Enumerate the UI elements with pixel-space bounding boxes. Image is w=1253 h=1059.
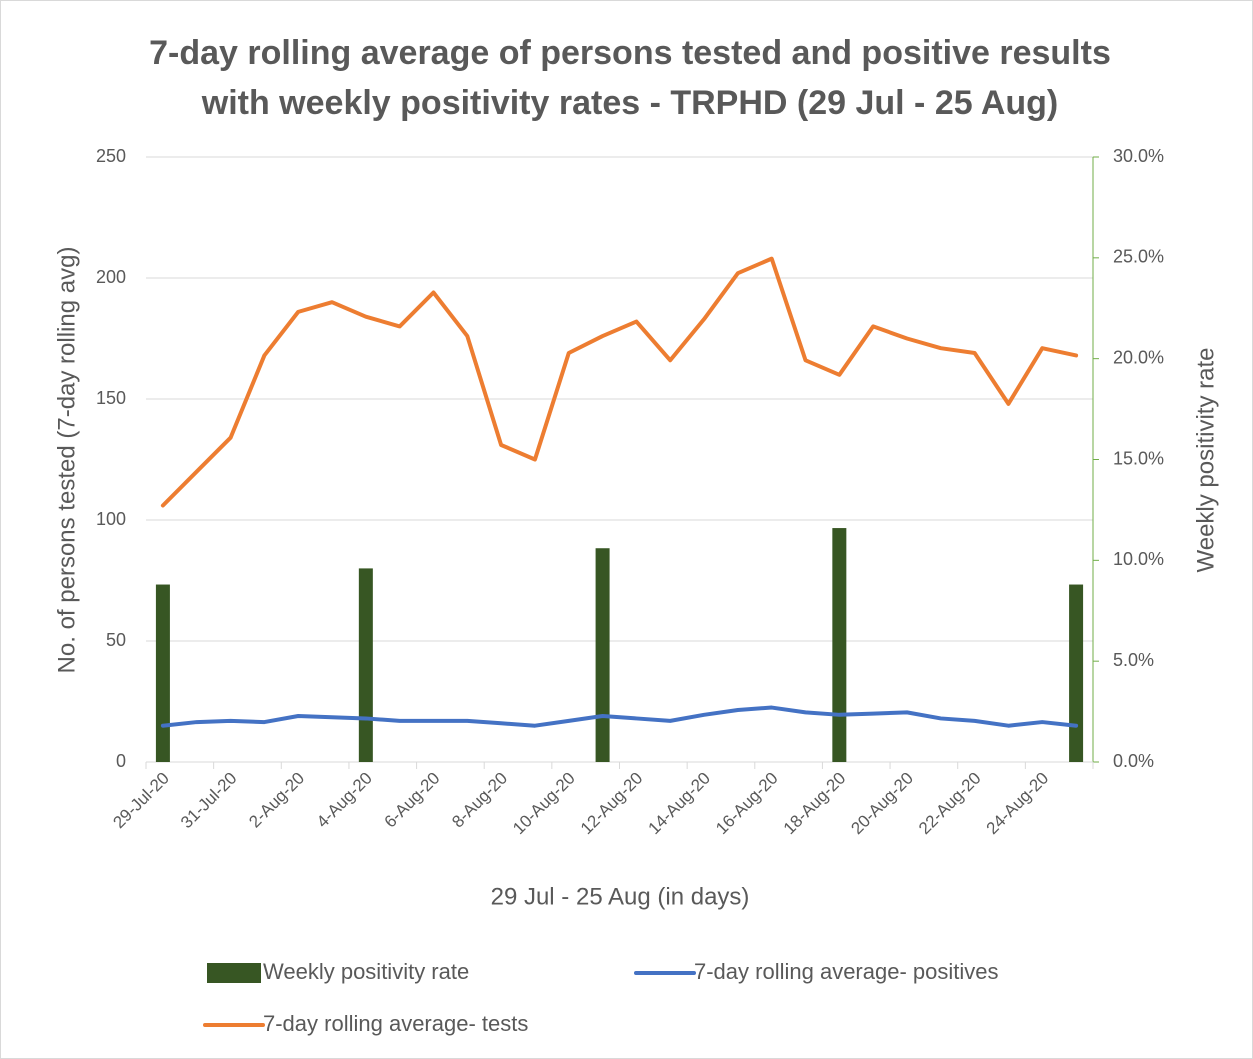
legend-swatch	[207, 963, 261, 983]
line	[160, 256, 1079, 508]
bar	[358, 568, 373, 762]
chart-title: 7-day rolling average of persons tested …	[149, 34, 1111, 122]
y-tick-label: 250	[96, 146, 126, 166]
y2-tick-label: 0.0%	[1113, 751, 1154, 771]
y2-tick-label: 25.0%	[1113, 247, 1164, 267]
line	[160, 705, 1079, 728]
y-tick-label: 150	[96, 388, 126, 408]
legend-label: 7-day rolling average- tests	[263, 1011, 528, 1036]
y2-tick-label: 15.0%	[1113, 448, 1164, 468]
y-axis-label: No. of persons tested (7-day rolling avg…	[53, 247, 80, 674]
bar	[595, 548, 610, 762]
y2-axis-label: Weekly positivity rate	[1192, 348, 1219, 573]
y-tick-label: 0	[116, 751, 126, 771]
y-tick-label: 100	[96, 509, 126, 529]
y2-tick-label: 30.0%	[1113, 146, 1164, 166]
y2-tick-label: 20.0%	[1113, 347, 1164, 367]
bar	[1069, 584, 1084, 762]
bar	[832, 528, 847, 762]
legend-label: 7-day rolling average- positives	[694, 959, 999, 984]
y-tick-label: 50	[106, 630, 126, 650]
y2-tick-label: 10.0%	[1113, 549, 1164, 569]
x-axis-label: 29 Jul - 25 Aug (in days)	[491, 883, 750, 910]
y2-tick-label: 5.0%	[1113, 650, 1154, 670]
legend-label: Weekly positivity rate	[263, 959, 469, 984]
y-tick-label: 200	[96, 267, 126, 287]
bar	[155, 584, 170, 762]
